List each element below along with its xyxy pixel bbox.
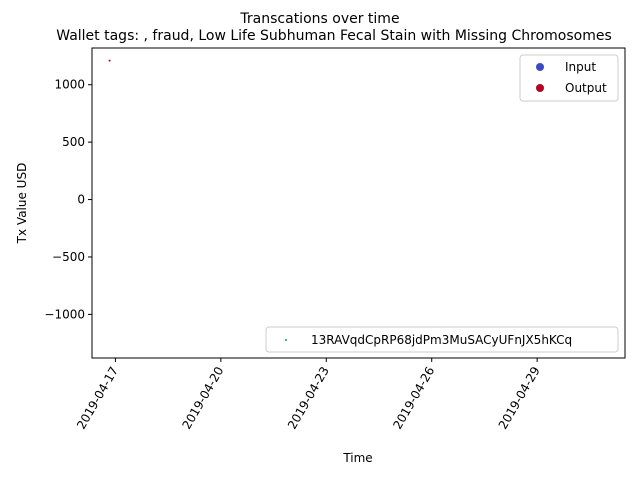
x-axis: 2019-04-17 2019-04-20 2019-04-23 2019-04-26… <box>74 358 543 432</box>
legend-label-input: Input <box>565 60 596 74</box>
y-tick-label: −500 <box>52 250 85 264</box>
x-tick-label: 2019-04-17 <box>74 364 121 431</box>
chart-title: Wallet tags: , fraud, Low Life Subhuman … <box>56 28 612 44</box>
legend-type: Input Output <box>519 54 619 102</box>
x-axis-label: Time <box>342 451 372 465</box>
legend-label-output: Output <box>565 81 607 95</box>
x-tick-label: 2019-04-26 <box>390 364 437 431</box>
x-tick-label: 2019-04-20 <box>179 364 226 431</box>
legend-marker-input <box>536 63 544 71</box>
legend-marker-address <box>285 339 287 341</box>
data-points <box>108 59 111 62</box>
legend-type-box <box>519 54 619 102</box>
y-tick-label: −1000 <box>44 307 85 321</box>
y-axis: −1000 −500 0 500 1000 <box>44 78 92 321</box>
plot-area <box>91 47 626 359</box>
x-tick-label: 2019-04-23 <box>285 364 332 431</box>
y-tick-label: 0 <box>77 193 85 207</box>
plot-frame <box>91 47 626 359</box>
y-tick-label: 1000 <box>54 78 85 92</box>
legend-address-box <box>265 326 619 353</box>
legend-label-address: 13RAVqdCpRP68jdPm3MuSACyUFnJX5hKCq <box>311 333 572 347</box>
y-tick-label: 500 <box>62 135 85 149</box>
data-point <box>108 59 111 62</box>
chart-suptitle: Transcations over time <box>239 11 399 27</box>
y-axis-label: Tx Value USD <box>15 163 29 245</box>
legend-address: 13RAVqdCpRP68jdPm3MuSACyUFnJX5hKCq <box>265 326 619 353</box>
legend-marker-output <box>536 84 544 92</box>
x-tick-label: 2019-04-29 <box>496 364 543 431</box>
